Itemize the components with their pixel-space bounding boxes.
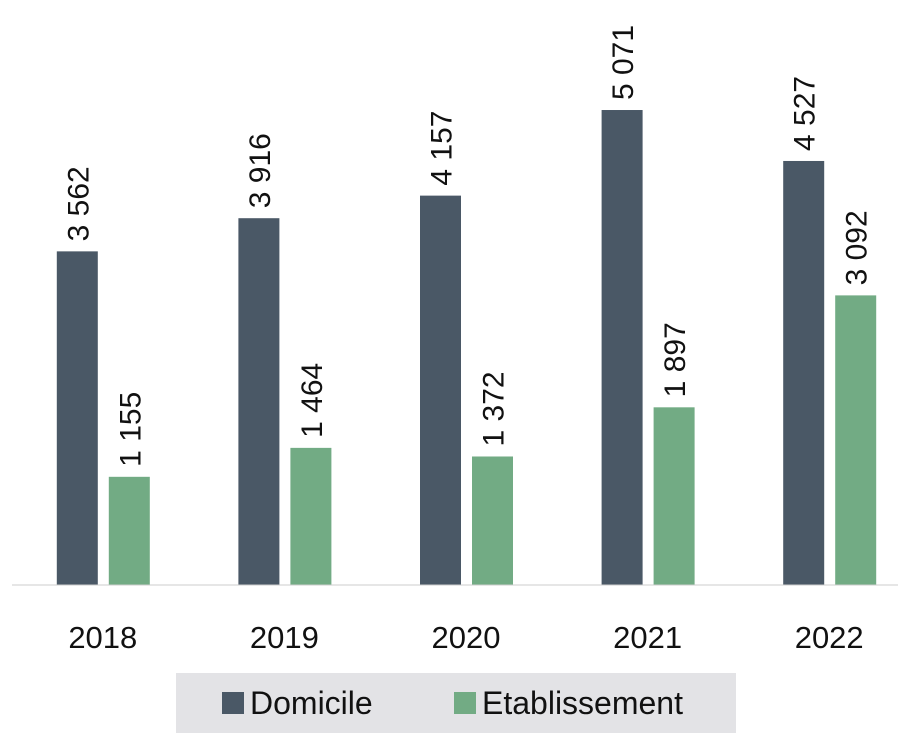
x-tick-label: 2020 [432, 620, 501, 655]
data-label: 3 916 [244, 133, 277, 208]
bar [835, 295, 877, 585]
data-label: 1 464 [296, 363, 329, 438]
legend-swatch [222, 692, 244, 714]
bar [783, 160, 825, 585]
bar [56, 251, 98, 586]
bar [290, 447, 332, 585]
bar [601, 110, 643, 586]
bar [238, 218, 280, 585]
legend-label: Etablissement [482, 685, 683, 721]
legend-swatch [454, 692, 476, 714]
data-label: 5 071 [607, 25, 640, 100]
data-label: 3 092 [841, 210, 874, 285]
legend-label: Domicile [250, 685, 373, 721]
data-label: 1 372 [478, 371, 511, 446]
x-tick-label: 2022 [795, 620, 864, 655]
bar [108, 476, 150, 585]
data-label: 4 157 [426, 111, 459, 186]
x-tick-label: 2018 [68, 620, 137, 655]
data-label: 4 527 [789, 76, 822, 151]
data-label: 1 155 [114, 392, 147, 467]
x-tick-label: 2019 [250, 620, 319, 655]
x-tick-label: 2021 [613, 620, 682, 655]
bar [472, 456, 513, 585]
data-label: 3 562 [62, 166, 95, 241]
bar [420, 195, 461, 585]
data-label: 1 897 [659, 322, 692, 397]
bar [653, 407, 695, 585]
